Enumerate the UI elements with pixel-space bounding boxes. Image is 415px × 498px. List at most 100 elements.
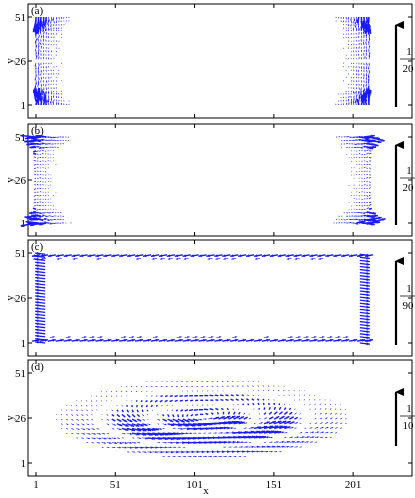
vector-arrow-head <box>297 440 300 444</box>
vector-arrow-head <box>159 400 162 402</box>
vector-arrow-head <box>45 54 47 56</box>
vector-arrow-head <box>76 410 78 412</box>
vector-arrow-head <box>360 57 362 59</box>
vector-arrow-head <box>321 426 324 429</box>
scale-denominator: 90 <box>403 300 415 312</box>
vector-arrow-head <box>367 174 368 175</box>
vector-arrow-head <box>341 422 343 424</box>
vector-arrow-head <box>352 100 355 103</box>
vector-arrow-head <box>160 395 162 397</box>
vector-arrow-head <box>37 68 40 70</box>
vector-arrow-head <box>366 324 370 327</box>
vector-arrow-head <box>241 385 243 387</box>
vector-arrow-head <box>349 222 352 224</box>
vector-arrow-head <box>68 336 71 339</box>
vector-arrow-head <box>92 338 96 342</box>
vector-arrow-head <box>296 446 298 448</box>
vector-arrow-head <box>57 218 58 220</box>
vector-arrow-head <box>337 338 342 342</box>
vector-arrow-head <box>72 428 74 430</box>
vector-arrow-head <box>366 275 370 278</box>
vector-arrow-head <box>45 36 47 38</box>
vector-arrow-head <box>36 150 38 152</box>
vector-arrow-head <box>375 143 379 147</box>
vector-arrow-head <box>35 331 39 335</box>
vector-arrow-head <box>360 29 362 32</box>
vector-arrow-head <box>364 170 366 172</box>
vector-arrow-head <box>56 29 57 31</box>
y-tick-label: 26 <box>15 175 27 187</box>
vector-arrow-head <box>42 29 45 32</box>
vector-arrow-head <box>358 53 360 55</box>
vector-arrow-head <box>367 161 368 163</box>
vector-arrow-head <box>119 428 122 431</box>
vector-arrow-head <box>285 411 288 414</box>
vector-arrow-head <box>245 441 248 444</box>
vector-arrow-head <box>360 43 362 45</box>
vector-arrow-head <box>126 405 128 407</box>
vector-arrow-head <box>211 412 213 414</box>
vector-arrow-head <box>119 446 122 449</box>
vector-arrow-head <box>137 410 139 413</box>
vector-arrow-head <box>316 436 319 439</box>
vector-arrow-head <box>62 136 63 138</box>
vector-arrow-head <box>368 71 371 74</box>
vector-arrow-head <box>215 257 218 260</box>
vector-arrow-head <box>353 95 355 97</box>
vector-arrow-head <box>35 222 39 226</box>
vector-arrow-head <box>35 294 39 298</box>
vector-arrow-head <box>35 316 39 320</box>
vector-arrow-head <box>363 77 365 80</box>
vector-arrow-head <box>362 31 365 34</box>
vector-arrow-head <box>32 210 36 214</box>
vector-arrow-head <box>353 22 355 24</box>
vector-arrow-head <box>139 336 143 339</box>
vector-arrow-head <box>53 99 55 101</box>
vector-arrow-head <box>356 136 359 139</box>
vector-arrow-head <box>53 36 55 38</box>
vector-arrow-head <box>43 221 47 224</box>
vector-arrow-head <box>62 222 63 224</box>
vector-arrow-head <box>262 390 264 391</box>
vector-arrow-head <box>320 408 322 410</box>
vector-arrow-head <box>364 205 366 206</box>
vector-arrow-head <box>368 64 370 66</box>
vector-arrow-head <box>129 441 132 444</box>
vector-arrow-head <box>245 417 248 419</box>
vector-arrow-head <box>221 385 223 387</box>
vector-arrow-head <box>140 400 142 402</box>
vector-arrow-head <box>346 219 348 220</box>
vector-arrow-head <box>53 222 55 224</box>
vector-arrow-head <box>35 51 37 54</box>
vector-arrow-head <box>350 219 352 221</box>
vector-arrow-head <box>352 215 354 217</box>
vector-arrow-head <box>353 29 354 31</box>
vector-arrow-head <box>56 28 57 30</box>
vector-arrow-head <box>222 254 226 258</box>
vector-arrow-head <box>340 100 342 101</box>
vector-arrow-head <box>48 84 50 86</box>
vector-arrow-head <box>205 413 207 415</box>
vector-arrow-head <box>273 403 275 404</box>
vector-arrow-head <box>158 254 163 258</box>
vector-arrow-head <box>355 22 357 25</box>
vector-arrow-head <box>359 153 361 154</box>
vector-arrow-head <box>50 74 52 75</box>
vector-arrow-head <box>210 455 212 458</box>
vector-arrow-head <box>256 445 260 449</box>
vector-arrow-head <box>358 84 360 86</box>
vector-arrow-head <box>176 450 180 454</box>
vector-arrow-head <box>368 67 370 70</box>
vector-arrow-head <box>53 93 55 94</box>
x-tick-label: 101 <box>186 479 203 491</box>
vector-arrow-head <box>93 437 96 440</box>
vector-arrow-head <box>46 212 48 214</box>
vector-arrow-head <box>35 328 39 332</box>
vector-arrow-head <box>55 254 60 258</box>
vector-arrow-head <box>353 43 355 45</box>
vector-arrow-head <box>358 81 360 82</box>
vector-arrow-head <box>33 195 35 197</box>
vector-arrow-head <box>237 404 239 405</box>
vector-arrow-head <box>353 67 355 68</box>
vector-arrow-head <box>50 219 53 221</box>
